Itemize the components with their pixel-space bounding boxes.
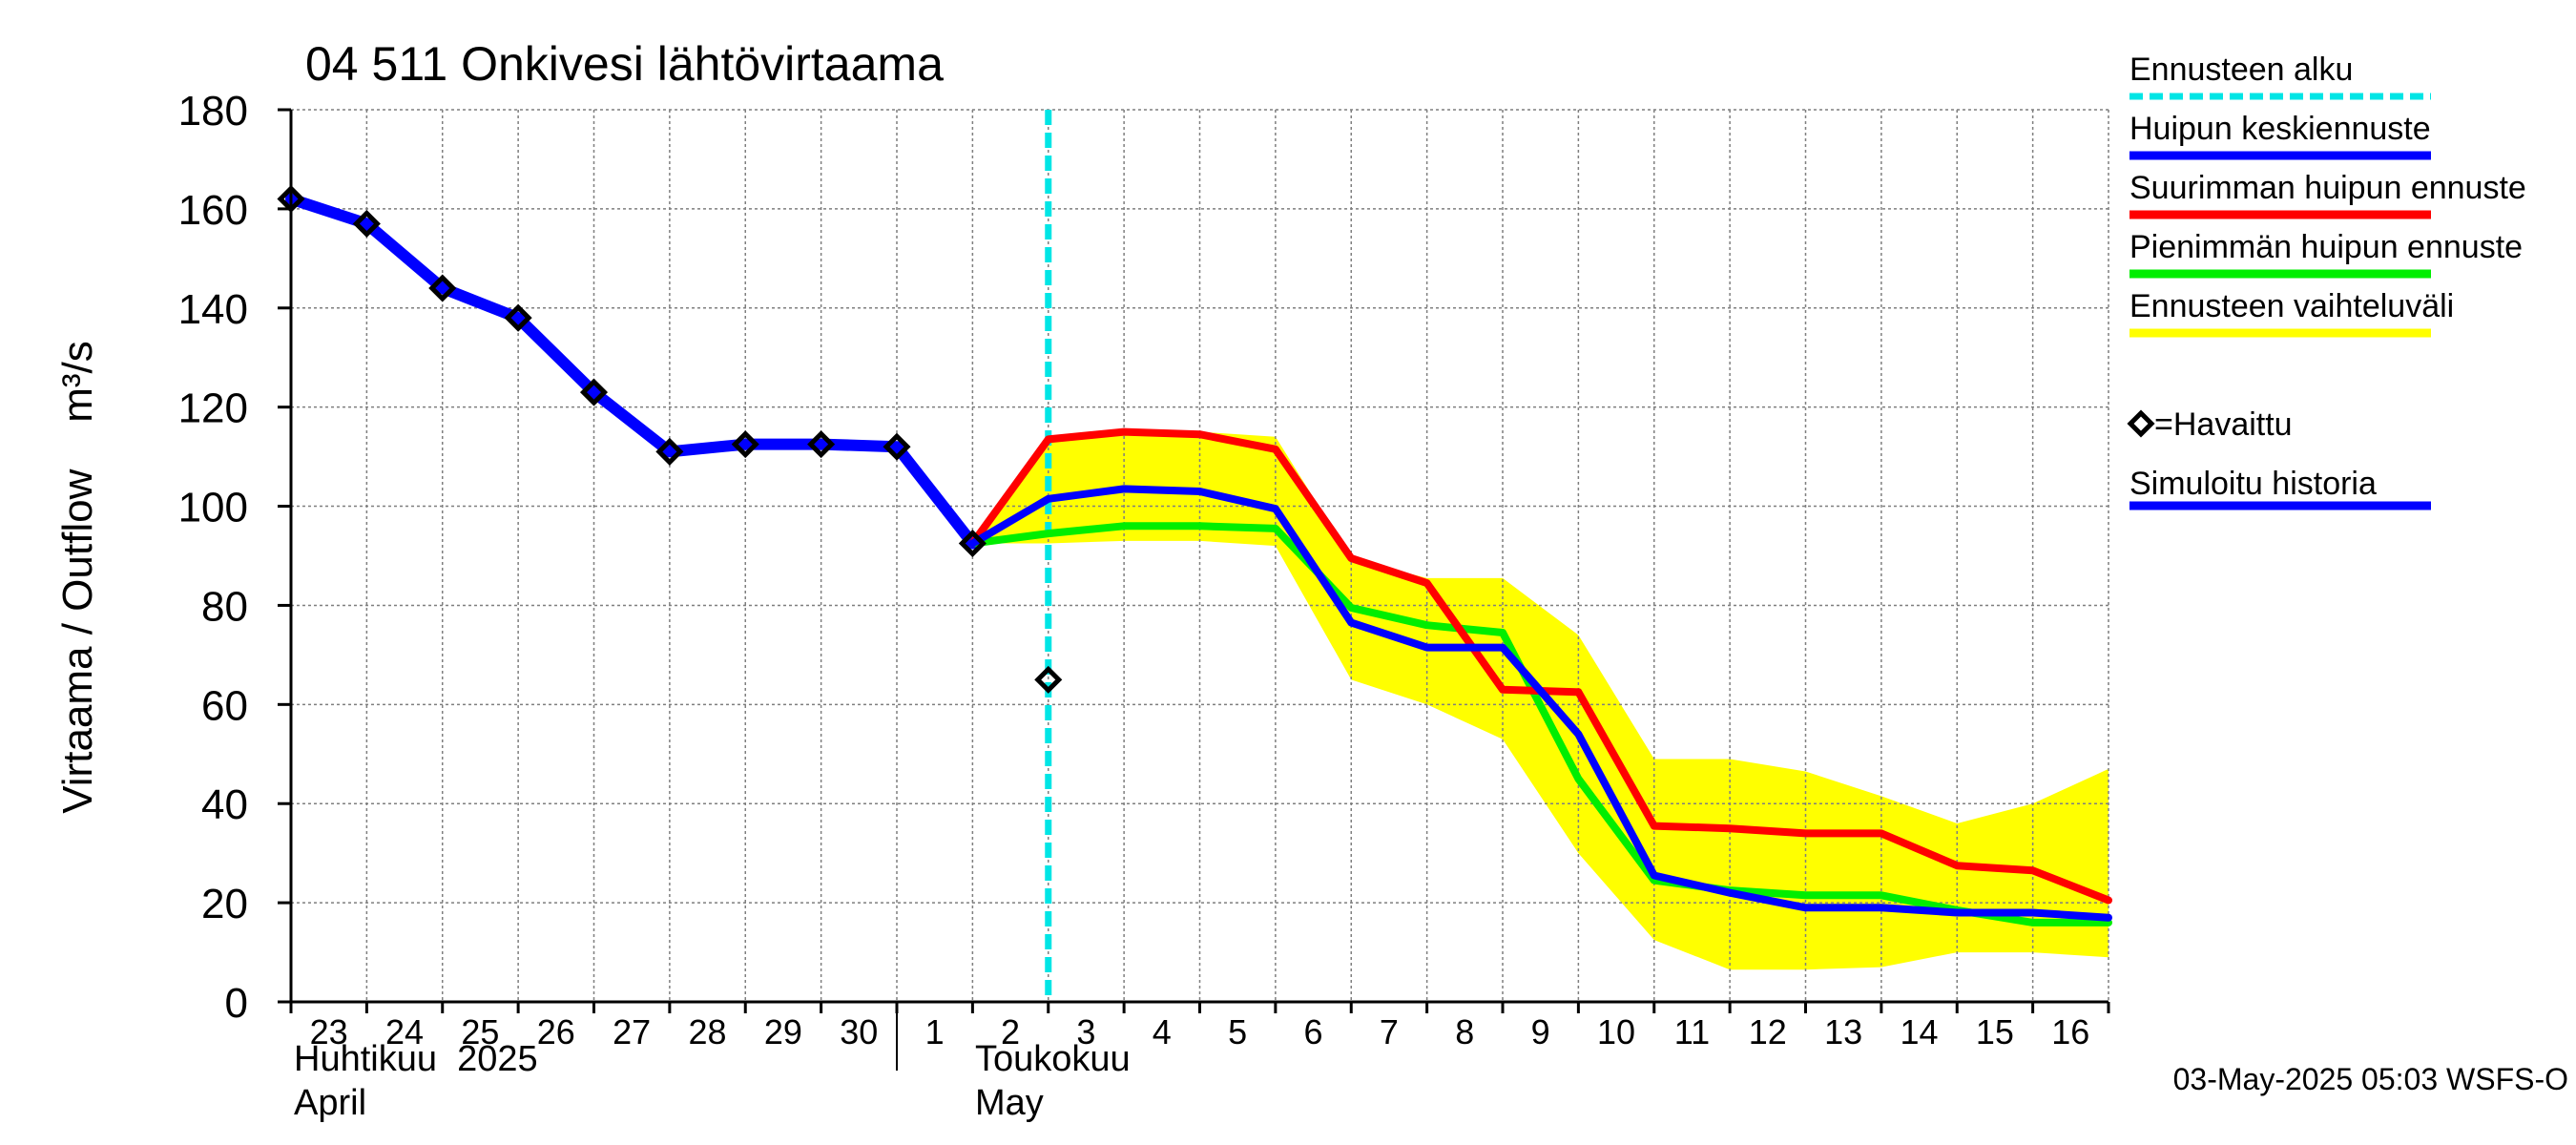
x-tick-label: 14 [1901, 1012, 1939, 1051]
y-tick-label: 0 [225, 980, 248, 1027]
x-tick-label: 29 [764, 1012, 802, 1051]
observed-point [504, 303, 532, 332]
observed-markers [277, 184, 1063, 694]
legend-label: Suurimman huipun ennuste [2129, 170, 2526, 206]
y-tick-label: 160 [178, 187, 248, 234]
observed-point [428, 274, 457, 302]
x-tick-label: 2 [1001, 1012, 1020, 1051]
axes [278, 108, 2110, 1071]
x-tick-label: 3 [1076, 1012, 1095, 1051]
month-label-may-en: May [975, 1083, 1044, 1123]
y-tick-label: 80 [201, 583, 248, 630]
y-tick-label: 60 [201, 682, 248, 729]
legend-label: Pienimmän huipun ennuste [2129, 229, 2523, 265]
observed-point [731, 430, 759, 459]
x-tick-label: 27 [613, 1012, 651, 1051]
x-tick-label: 13 [1824, 1012, 1862, 1051]
x-tick-label: 16 [2051, 1012, 2089, 1051]
x-tick-label: 10 [1597, 1012, 1635, 1051]
y-tick-label: 180 [178, 88, 248, 135]
legend-label: Ennusteen vaihteluväli [2129, 288, 2454, 324]
y-tick-labels: 0 20 40 60 80 100 120 140 160 180 [178, 88, 248, 1027]
y-tick-label: 100 [178, 485, 248, 531]
observed-point [579, 378, 609, 406]
x-tick-label: 1 [925, 1012, 945, 1051]
series-lines [285, 193, 2112, 926]
observed-point [352, 209, 381, 239]
legend: Ennusteen alku Huipun keskiennuste Suurimm… [2127, 52, 2526, 510]
series-line-simuloitu-historia [285, 193, 979, 550]
footer-timestamp: 03-May-2025 05:03 WSFS-O [2173, 1062, 2568, 1096]
observed-point [958, 529, 987, 558]
x-tick-label: 25 [461, 1012, 499, 1051]
x-tick-label: 5 [1228, 1012, 1247, 1051]
y-tick-label: 40 [201, 781, 248, 828]
x-tick-label: 11 [1674, 1012, 1710, 1051]
legend-label: Simuloitu historia [2129, 466, 2377, 502]
x-tick-label: 15 [1976, 1012, 2014, 1051]
series-line-0 [968, 485, 2112, 922]
x-tick-label: 28 [689, 1012, 727, 1051]
month-label-april-fi: Huhtikuu 2025 [294, 1039, 538, 1079]
chart-title: 04 511 Onkivesi lähtövirtaama [305, 37, 944, 91]
x-tick-label: 26 [537, 1012, 575, 1051]
legend-label: Huipun keskiennuste [2129, 111, 2431, 147]
x-tick-label: 12 [1749, 1012, 1787, 1051]
x-tick-label: 7 [1380, 1012, 1399, 1051]
x-tick-label: 4 [1153, 1012, 1172, 1051]
observed-point [1034, 665, 1063, 694]
x-tick-label: 24 [385, 1012, 424, 1051]
series-line-2 [968, 522, 2112, 926]
observed-point [807, 430, 836, 459]
y-tick-label: 120 [178, 385, 248, 432]
y-tick-label: 140 [178, 286, 248, 333]
legend-label-havaittu: =Havaittu [2154, 406, 2293, 443]
observed-point [883, 432, 911, 461]
x-tick-label: 30 [840, 1012, 878, 1051]
x-tick-labels: 23 24 25 26 27 28 29 30 1 2 3 4 5 6 7 8 9 10 11 12 13 14 15 16 [310, 1012, 2090, 1051]
x-tick-label: 9 [1531, 1012, 1550, 1051]
observed-point [655, 437, 684, 466]
y-tick-label: 20 [201, 881, 248, 927]
y-axis-label: Virtaama / Outflow m³/s [54, 341, 101, 814]
x-tick-label: 6 [1304, 1012, 1323, 1051]
legend-marker-havaittu [2127, 409, 2155, 438]
month-label-may-fi: Toukokuu [975, 1039, 1131, 1079]
x-tick-label: 8 [1455, 1012, 1474, 1051]
month-label-april-en: April [294, 1083, 366, 1123]
x-tick-label: 23 [310, 1012, 348, 1051]
legend-label: Ennusteen alku [2129, 52, 2353, 88]
